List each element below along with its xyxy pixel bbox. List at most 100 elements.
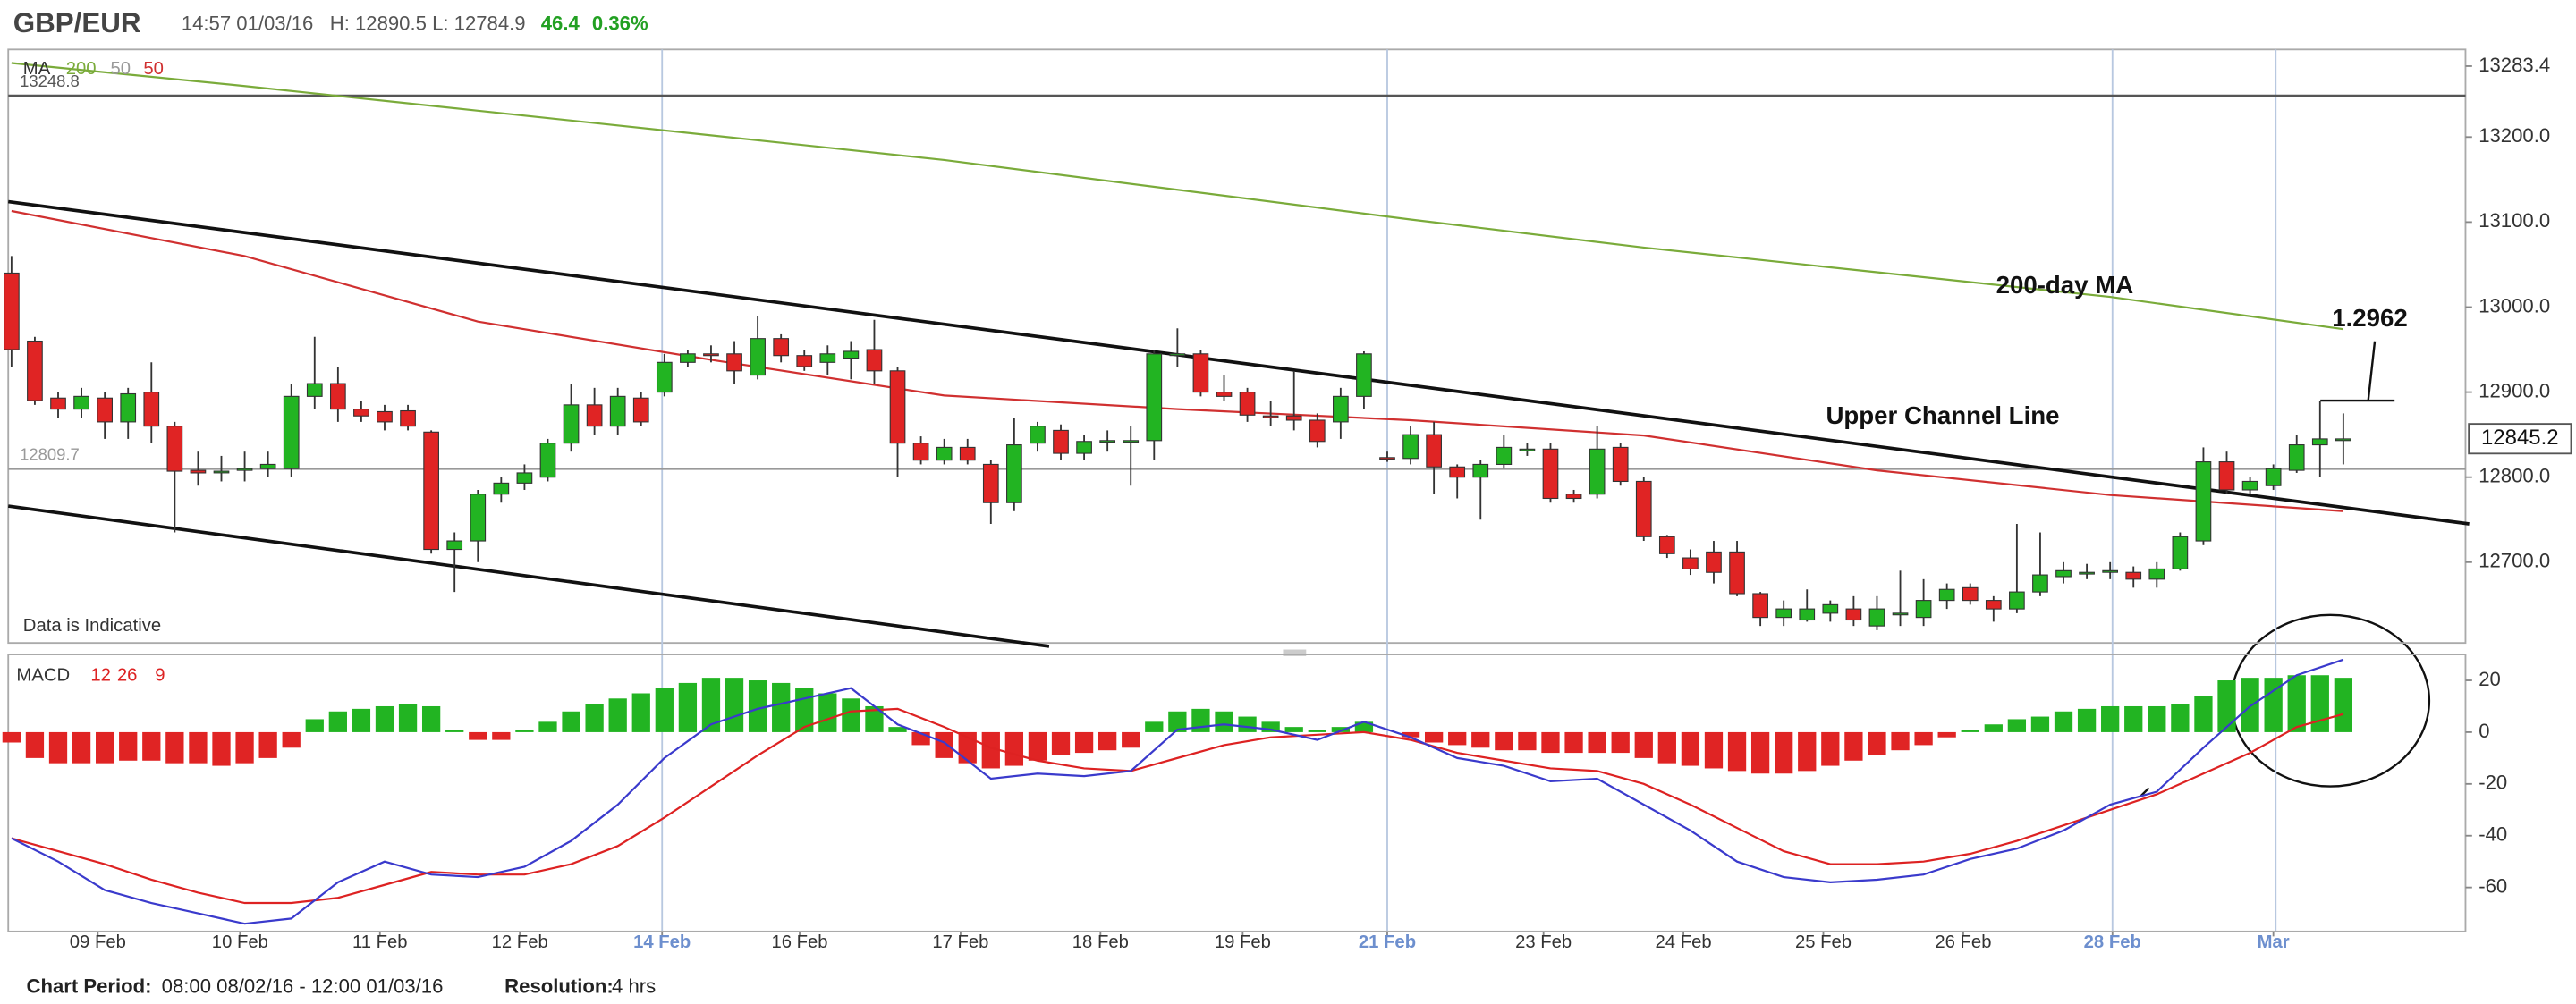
histogram-bar: [48, 731, 68, 764]
legend-item: 50: [143, 59, 164, 79]
candle-body: [1682, 557, 1699, 569]
candle-body: [680, 353, 696, 363]
histogram-bar: [981, 731, 1000, 769]
candle-body: [2009, 591, 2025, 610]
histogram-bar: [1657, 731, 1676, 764]
candle-body: [2241, 480, 2258, 491]
candle-body: [1775, 608, 1792, 619]
candle-body: [1169, 353, 1186, 357]
x-tick-label: 28 Feb: [2084, 932, 2141, 952]
histogram-bar: [421, 705, 441, 732]
candle-body: [2335, 438, 2351, 442]
histogram-bar: [631, 693, 650, 732]
candle-body: [1006, 444, 1022, 503]
candle-body: [563, 404, 580, 444]
candle-body: [1519, 448, 1536, 451]
candle-body: [97, 397, 113, 423]
x-tick-label: 11 Feb: [352, 932, 408, 952]
candle-body: [912, 443, 929, 461]
histogram-bar: [1518, 731, 1537, 751]
y-tick-label: 13283.4: [2479, 54, 2550, 76]
horizontal-line-label: 12809.7: [20, 445, 80, 464]
candle-body: [1333, 395, 1349, 423]
moving-average: [11, 209, 2343, 512]
histogram-bar: [1704, 731, 1724, 769]
candle-body: [1379, 457, 1395, 460]
candle-body: [959, 446, 976, 461]
candle-body: [843, 350, 860, 359]
histogram-bar: [1681, 731, 1700, 766]
candle-body: [1822, 603, 1839, 614]
moving-average: [11, 62, 2344, 331]
histogram-bar: [562, 711, 580, 732]
annotation: 1.2962: [2332, 304, 2408, 332]
candle-body: [1030, 426, 1046, 444]
candle-body: [819, 353, 836, 363]
candle-body: [1426, 434, 1442, 468]
macd-legend-param: 12: [90, 665, 111, 685]
histogram-bar: [935, 731, 953, 758]
x-tick-label: 10 Feb: [212, 932, 268, 952]
histogram-bar: [2217, 680, 2236, 732]
candle-body: [796, 355, 813, 367]
histogram-bar: [2148, 705, 2166, 732]
plot-frame: [7, 48, 2467, 645]
candle-body: [306, 383, 323, 397]
candle-body: [1752, 593, 1768, 619]
candle-body: [423, 431, 439, 551]
histogram-bar: [72, 731, 91, 764]
y-tick-label: -40: [2479, 823, 2507, 846]
resolution: 4 hrs: [612, 974, 656, 997]
histogram-bar: [2264, 678, 2283, 732]
candle-body: [446, 540, 463, 551]
channel-line: [7, 199, 2470, 526]
x-tick-label: 09 Feb: [70, 932, 126, 952]
x-tick-label: 17 Feb: [932, 932, 988, 952]
x-tick-label: 18 Feb: [1072, 932, 1129, 952]
histogram-bar: [585, 704, 604, 732]
candle-body: [1123, 440, 1140, 443]
histogram-bar: [1611, 731, 1630, 754]
candle-body: [609, 395, 626, 427]
y-tick-label: 13100.0: [2479, 209, 2550, 232]
annotation-leader: [2367, 341, 2377, 401]
candle-body: [2288, 444, 2305, 471]
histogram-bar: [1541, 731, 1560, 754]
candle-body: [586, 404, 603, 427]
x-tick-label: 23 Feb: [1515, 932, 1572, 952]
histogram-bar: [1937, 731, 1956, 738]
candle-body: [190, 469, 207, 474]
candle-body: [1449, 466, 1466, 478]
candle-body: [2218, 461, 2235, 491]
candle-body: [1053, 429, 1069, 454]
y-tick-label: 12700.0: [2479, 550, 2550, 572]
x-tick-label: 14 Feb: [633, 932, 691, 952]
plot-frame: [7, 654, 2467, 932]
candle-body: [1565, 494, 1582, 500]
histogram-bar: [2007, 719, 2027, 732]
x-tick-label: 19 Feb: [1215, 932, 1271, 952]
histogram-bar: [772, 682, 791, 732]
histogram-bar: [748, 680, 767, 732]
last-price-label: 12845.2: [2481, 426, 2559, 450]
histogram-bar: [1238, 716, 1257, 732]
candle-body: [1868, 608, 1885, 627]
candle-body: [73, 395, 89, 410]
histogram-bar: [1074, 731, 1094, 754]
symbol: GBP/EUR: [13, 7, 141, 38]
candle-body: [259, 463, 276, 469]
histogram-bar: [328, 711, 347, 732]
histogram-bar: [1914, 731, 1933, 746]
histogram-bar: [258, 731, 277, 758]
highlight-ellipse: [2230, 613, 2431, 788]
histogram-bar: [1495, 731, 1513, 751]
x-tick-label: 21 Feb: [1359, 932, 1416, 952]
histogram-bar: [305, 719, 324, 732]
x-tick-label: 25 Feb: [1795, 932, 1852, 952]
histogram-bar: [1424, 731, 1444, 743]
candle-body: [2148, 568, 2165, 580]
histogram-bar: [2030, 716, 2050, 732]
note: Data is Indicative: [23, 616, 161, 636]
